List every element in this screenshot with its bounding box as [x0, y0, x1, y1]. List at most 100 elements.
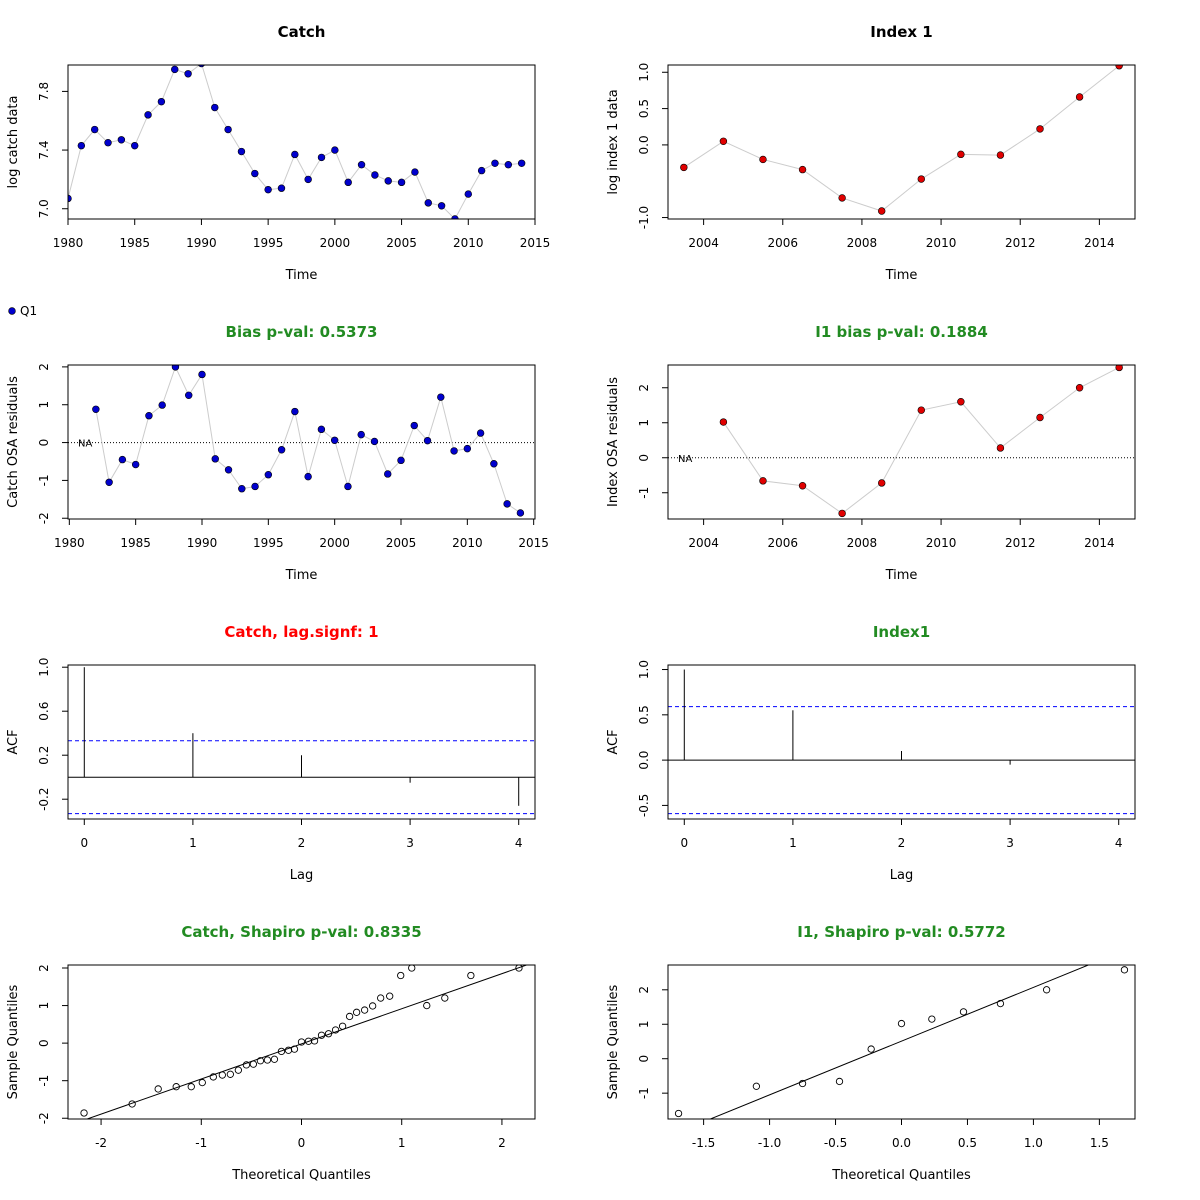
panel-index_resid: I1 bias p-val: 0.1884 Time Index OSA resid…	[606, 323, 1136, 583]
x-tick-label: 0.5	[958, 1136, 977, 1150]
qq-reference-line	[709, 965, 1090, 1119]
data-point	[310, 1037, 319, 1045]
data-point	[411, 168, 419, 176]
data-point	[1120, 966, 1129, 974]
data-point	[798, 165, 807, 174]
data-point	[491, 159, 499, 167]
x-tick-label: 0	[680, 836, 688, 850]
data-point	[344, 482, 352, 491]
x-tick-label: 2004	[688, 236, 719, 250]
x-tick-label: 2006	[767, 236, 798, 250]
y-tick-label: 0.5	[637, 705, 651, 724]
data-point	[172, 1083, 180, 1091]
x-tick-label: 0	[80, 836, 88, 850]
panel-catch_resid: Bias p-val: 0.5373 Time Catch OSA residual…	[6, 323, 549, 583]
data-point	[437, 202, 446, 210]
x-tick-label: 3	[406, 836, 414, 850]
data-point	[277, 1047, 286, 1056]
x-tick-label: 1995	[253, 236, 284, 250]
data-point	[878, 479, 886, 487]
data-point	[838, 194, 846, 202]
data-point	[317, 425, 326, 434]
y-tick-label: -0.2	[37, 787, 51, 810]
data-point	[1036, 125, 1044, 133]
x-tick-label: 1	[189, 836, 197, 850]
x-tick-label: 2008	[847, 536, 878, 550]
data-point	[187, 1083, 195, 1091]
data-point	[463, 444, 472, 453]
panel-index_qq: I1, Shapiro p-val: 0.5772 Theoretical Qua…	[606, 923, 1136, 1183]
data-point	[719, 418, 728, 426]
data-point	[719, 137, 728, 145]
plot-area	[68, 365, 535, 517]
x-tick-label: 2005	[386, 536, 417, 550]
y-tick-label: 1	[37, 1002, 51, 1010]
x-tick-label: 2000	[319, 536, 350, 550]
y-tick-label: 2	[637, 384, 651, 392]
y-axis-label: log catch data	[6, 96, 21, 189]
x-axis-label: Time	[285, 568, 318, 583]
data-point	[957, 150, 965, 159]
x-tick-label: 2014	[1084, 236, 1115, 250]
data-point	[291, 407, 299, 416]
y-tick-label: -2	[37, 1112, 51, 1124]
data-point	[184, 70, 192, 78]
x-axis-label: Time	[885, 568, 918, 583]
data-point	[251, 482, 259, 491]
data-point	[317, 153, 326, 162]
y-tick-label: -1	[37, 1075, 51, 1087]
plot-area	[674, 965, 1129, 1119]
data-point	[198, 65, 205, 68]
data-point	[251, 169, 259, 178]
data-point	[128, 1100, 136, 1108]
panel-catch_acf: Catch, lag.signf: 1 Lag ACF 0 1 2 3 4 -0.2 0.2 0.6…	[6, 623, 536, 883]
x-tick-label: 2006	[767, 536, 798, 550]
x-axis-label: Lag	[890, 868, 913, 883]
data-point	[224, 466, 233, 474]
y-tick-label: 0.5	[637, 99, 651, 118]
x-axis-label: Time	[285, 268, 318, 283]
data-point	[304, 175, 312, 184]
legend: Q1	[8, 304, 37, 318]
data-point	[357, 430, 365, 439]
data-point	[357, 161, 366, 169]
data-point	[1042, 986, 1051, 994]
data-point	[317, 1031, 326, 1039]
data-point	[369, 1002, 377, 1010]
plot-area	[68, 65, 526, 219]
data-point	[118, 455, 127, 464]
x-tick-label: -2	[95, 1136, 107, 1150]
data-point	[1036, 413, 1044, 422]
data-point	[680, 163, 688, 172]
y-tick-label: -2	[37, 512, 51, 524]
x-tick-label: 2010	[926, 536, 957, 550]
data-point	[408, 965, 416, 972]
y-tick-label: 1	[637, 419, 651, 427]
data-point	[959, 1008, 968, 1016]
y-tick-label: 0	[37, 439, 51, 447]
x-tick-label: 2	[298, 836, 306, 850]
plot-frame	[667, 364, 1136, 520]
panel-title: Bias p-val: 0.5373	[226, 323, 378, 341]
data-point	[154, 1085, 162, 1093]
data-point	[897, 1019, 906, 1028]
data-point	[424, 199, 432, 207]
plot-area	[668, 365, 1135, 518]
plot-frame	[67, 664, 536, 820]
y-tick-label: 0.6	[37, 702, 51, 721]
panel-title: I1 bias p-val: 0.1884	[815, 323, 988, 341]
data-point	[277, 446, 286, 454]
plot-area	[668, 669, 1135, 815]
data-point	[423, 436, 432, 445]
y-tick-label: 1.0	[637, 63, 651, 82]
data-point	[68, 194, 72, 203]
x-tick-label: 1.5	[1090, 1136, 1109, 1150]
panel-title: Catch	[278, 23, 326, 41]
data-point	[467, 971, 475, 980]
panel-title: Catch, Shapiro p-val: 0.8335	[181, 923, 421, 941]
data-point	[209, 1073, 217, 1081]
data-point	[224, 125, 232, 134]
data-point	[198, 370, 206, 379]
y-tick-label: 1.0	[637, 660, 651, 679]
